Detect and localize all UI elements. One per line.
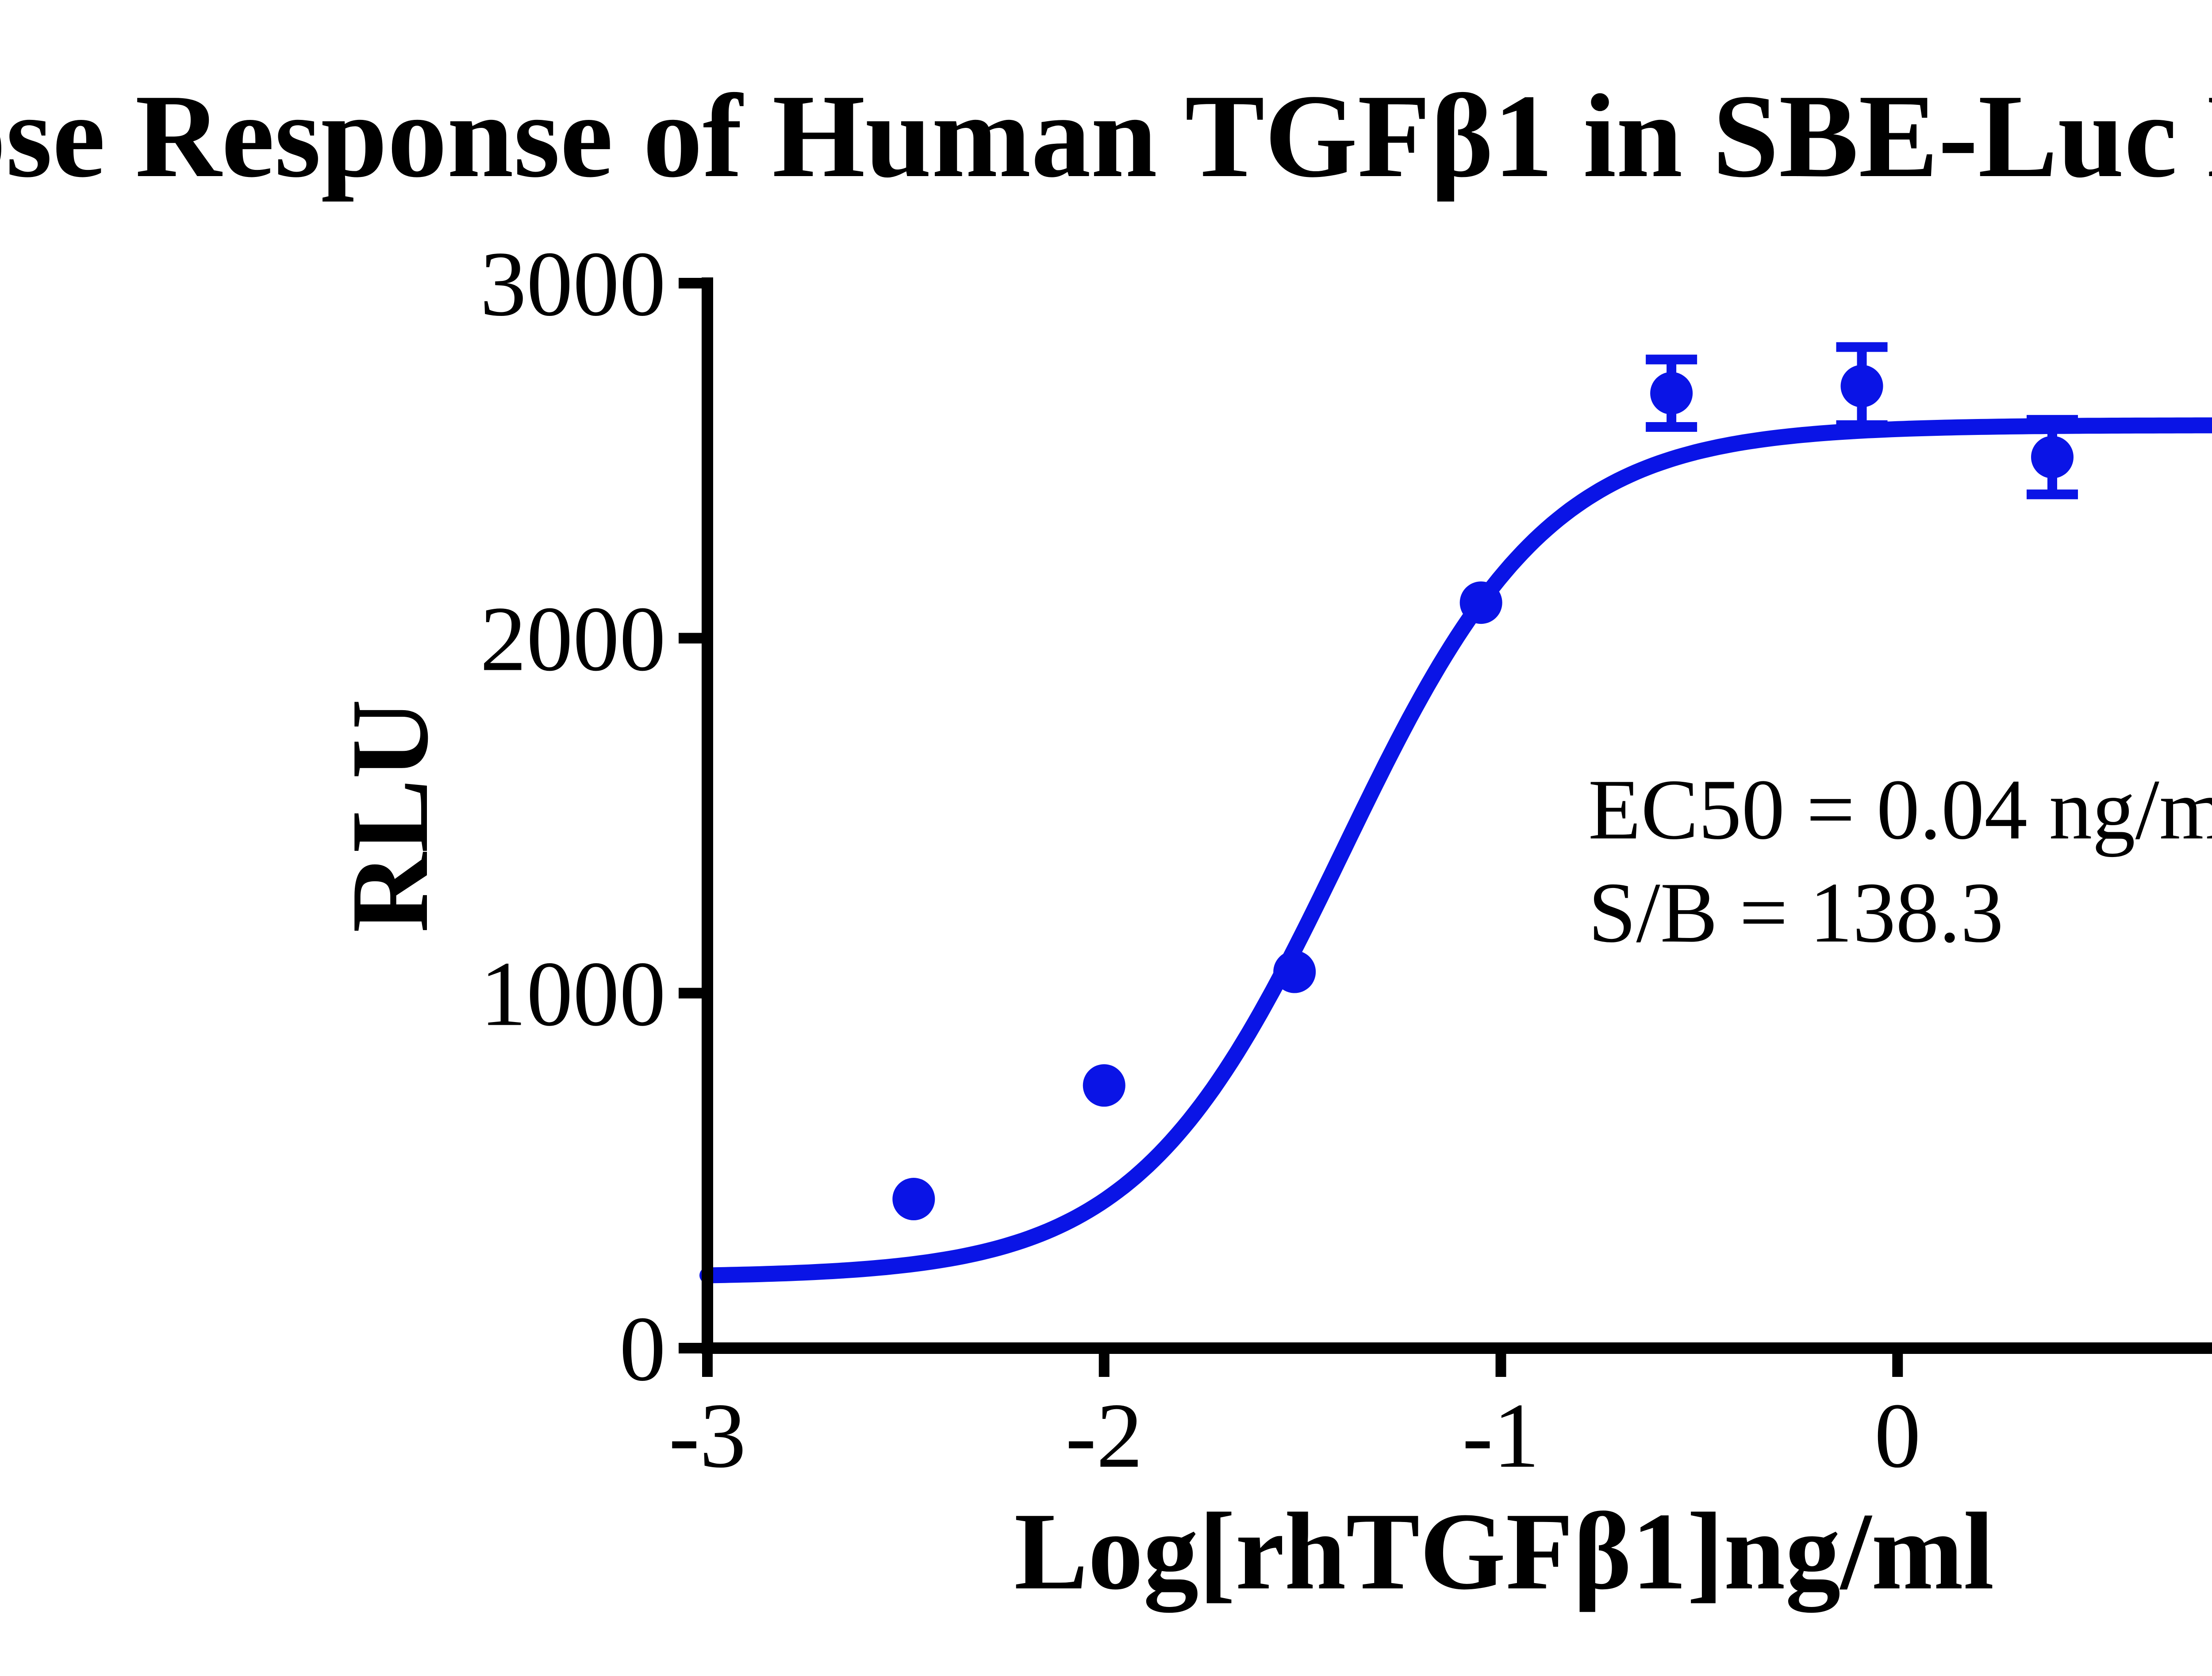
data-points-group — [892, 365, 2074, 1221]
data-point — [1459, 581, 1502, 624]
ec50-annotation: EC50 = 0.04 ng/ml — [1588, 762, 2212, 857]
data-point — [1650, 372, 1693, 415]
ticks-group — [679, 278, 1903, 1377]
data-point — [2031, 436, 2074, 479]
chart-title: Dose Response of Human TGFβ1 in SBE-Luc … — [0, 70, 2212, 203]
y-axis-label: RLU — [329, 699, 451, 933]
tick-labels-group: -3-2-1010100020003000 — [480, 233, 1921, 1487]
x-tick-label: -2 — [1065, 1384, 1143, 1487]
x-tick-label: -3 — [669, 1384, 746, 1487]
x-tick-label: 0 — [1874, 1384, 1921, 1487]
data-point — [1083, 1064, 1125, 1107]
data-point — [1840, 365, 1883, 407]
sb-annotation: S/B = 138.3 — [1588, 865, 2004, 961]
x-tick-label: -1 — [1462, 1384, 1540, 1487]
y-tick-label: 3000 — [480, 233, 666, 335]
data-point — [1273, 950, 1316, 993]
data-point — [892, 1178, 935, 1221]
y-tick-label: 2000 — [480, 588, 666, 690]
y-tick-label: 1000 — [480, 943, 666, 1046]
y-tick-label: 0 — [619, 1298, 666, 1400]
x-axis-label: Log[rhTGFβ1]ng/ml — [1014, 1490, 1994, 1613]
